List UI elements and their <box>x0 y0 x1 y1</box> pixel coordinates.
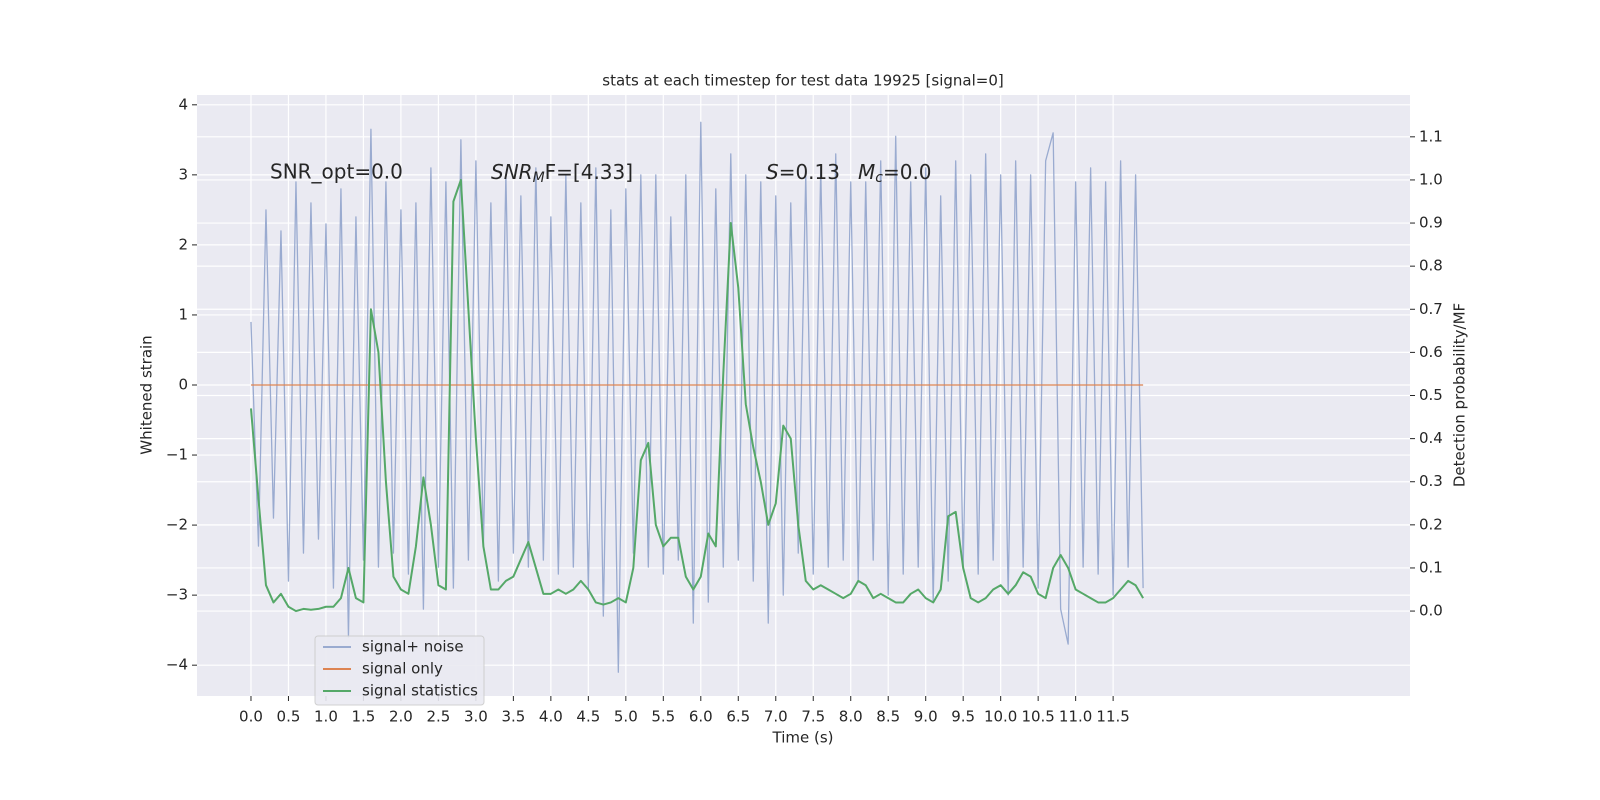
legend-box <box>314 635 485 706</box>
x-tick-label: 10.5 <box>1021 708 1054 726</box>
x-tick-label: 7.5 <box>801 708 825 726</box>
x-tick-label: 11.0 <box>1059 708 1092 726</box>
x-tick-label: 11.5 <box>1096 708 1129 726</box>
y2-tick-label: 0.5 <box>1419 386 1443 404</box>
x-tick-label: 2.5 <box>426 708 450 726</box>
x-tick-label: 2.0 <box>389 708 413 726</box>
y-tick-label: 4 <box>178 95 188 113</box>
y2-tick-label: 0.4 <box>1419 429 1443 447</box>
y-tick-label: −1 <box>166 446 188 464</box>
legend-label: signal+ noise <box>362 638 464 656</box>
x-tick-label: 6.0 <box>689 708 713 726</box>
x-tick-label: 0.0 <box>239 708 263 726</box>
y-tick-label: −2 <box>166 516 188 534</box>
series-line <box>250 121 1144 673</box>
annotation-value: =0.13 <box>779 160 840 184</box>
x-tick-label: 8.0 <box>839 708 863 726</box>
y2-tick-label: 0.9 <box>1419 214 1443 232</box>
y2-tick-label: 0.6 <box>1419 343 1443 361</box>
x-tick-label: 1.5 <box>352 708 376 726</box>
chart-title: stats at each timestep for test data 199… <box>602 72 1003 90</box>
x-tick-label: 7.0 <box>764 708 788 726</box>
y2-tick-label: 0.2 <box>1419 515 1443 533</box>
annotation: SNR_opt=0.0 <box>270 160 403 184</box>
y-tick-label: 3 <box>178 165 188 183</box>
annotation: S=0.13 <box>766 160 840 184</box>
x-tick-label: 9.0 <box>914 708 938 726</box>
annotation-symbol: M <box>858 160 875 184</box>
y2-tick-label: 1.1 <box>1419 127 1443 145</box>
x-tick-label: 10.0 <box>984 708 1017 726</box>
x-tick-label: 9.5 <box>951 708 975 726</box>
x-axis-label: Time (s) <box>772 729 834 747</box>
annotation-subscript: c <box>875 170 883 186</box>
series-line <box>249 178 1144 613</box>
annotation-value: =0.0 <box>883 160 932 184</box>
x-tick-label: 5.0 <box>614 708 638 726</box>
annotation-symbol: S <box>766 160 779 184</box>
y-tick-label: 0 <box>178 375 188 393</box>
legend-label: signal only <box>362 660 443 678</box>
x-tick-label: 4.0 <box>539 708 563 726</box>
annotation: Mc=0.0 <box>858 160 932 187</box>
y-tick-label: −4 <box>166 656 188 674</box>
annotation-value: F=[4.33] <box>545 160 633 184</box>
x-tick-label: 6.5 <box>726 708 750 726</box>
y2-tick-label: 0.1 <box>1419 558 1443 576</box>
x-tick-label: 8.5 <box>876 708 900 726</box>
y-tick-label: 2 <box>178 235 188 253</box>
y2-axis-label: Detection probability/MF <box>1451 303 1469 487</box>
y2-tick-label: 0.3 <box>1419 472 1443 490</box>
x-tick-label: 0.5 <box>277 708 301 726</box>
annotation: SNRMF=[4.33] <box>491 160 633 187</box>
y2-tick-label: 0.8 <box>1419 257 1443 275</box>
y2-tick-label: 1.0 <box>1419 170 1443 188</box>
y2-tick-label: 0.7 <box>1419 300 1443 318</box>
x-tick-label: 4.5 <box>576 708 600 726</box>
x-tick-label: 1.0 <box>314 708 338 726</box>
y2-tick-label: 0.0 <box>1419 602 1443 620</box>
x-tick-label: 3.5 <box>501 708 525 726</box>
y-axis-label: Whitened strain <box>138 335 156 454</box>
y-tick-label: 1 <box>178 305 188 323</box>
legend-label: signal statistics <box>362 682 478 700</box>
annotation-subscript: M <box>533 170 545 186</box>
y-tick-label: −3 <box>166 586 188 604</box>
x-tick-label: 3.0 <box>464 708 488 726</box>
x-tick-label: 5.5 <box>651 708 675 726</box>
annotation-symbol: SNR <box>491 160 533 184</box>
